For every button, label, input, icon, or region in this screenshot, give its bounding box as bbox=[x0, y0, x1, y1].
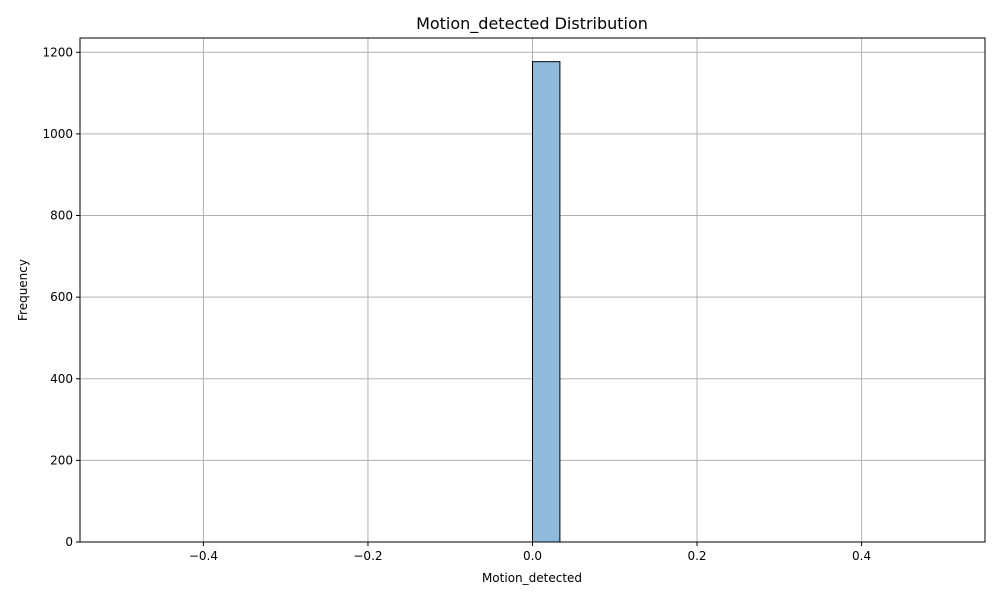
y-tick-label-2: 400 bbox=[50, 372, 73, 386]
x-axis-label: Motion_detected bbox=[482, 571, 582, 585]
x-tick-label-3: 0.2 bbox=[687, 549, 706, 563]
y-tick-label-0: 0 bbox=[65, 535, 73, 549]
y-tick-label-3: 600 bbox=[50, 290, 73, 304]
histogram-bar-0 bbox=[532, 61, 561, 543]
y-tick-label-1: 200 bbox=[50, 453, 73, 467]
bars bbox=[532, 61, 561, 543]
x-tick-label-4: 0.4 bbox=[852, 549, 871, 563]
y-axis-ticks: 0 200 400 600 800 1000 1200 bbox=[42, 45, 80, 549]
x-tick-label-2: 0.0 bbox=[523, 549, 542, 563]
x-tick-label-1: −0.2 bbox=[353, 549, 382, 563]
x-tick-label-0: −0.4 bbox=[189, 549, 218, 563]
y-tick-label-5: 1000 bbox=[42, 127, 73, 141]
y-axis-label: Frequency bbox=[16, 259, 30, 321]
y-tick-label-4: 800 bbox=[50, 209, 73, 223]
chart-title: Motion_detected Distribution bbox=[416, 14, 648, 34]
x-axis-ticks: −0.4 −0.2 0.0 0.2 0.4 bbox=[189, 542, 871, 563]
y-tick-label-6: 1200 bbox=[42, 45, 73, 59]
